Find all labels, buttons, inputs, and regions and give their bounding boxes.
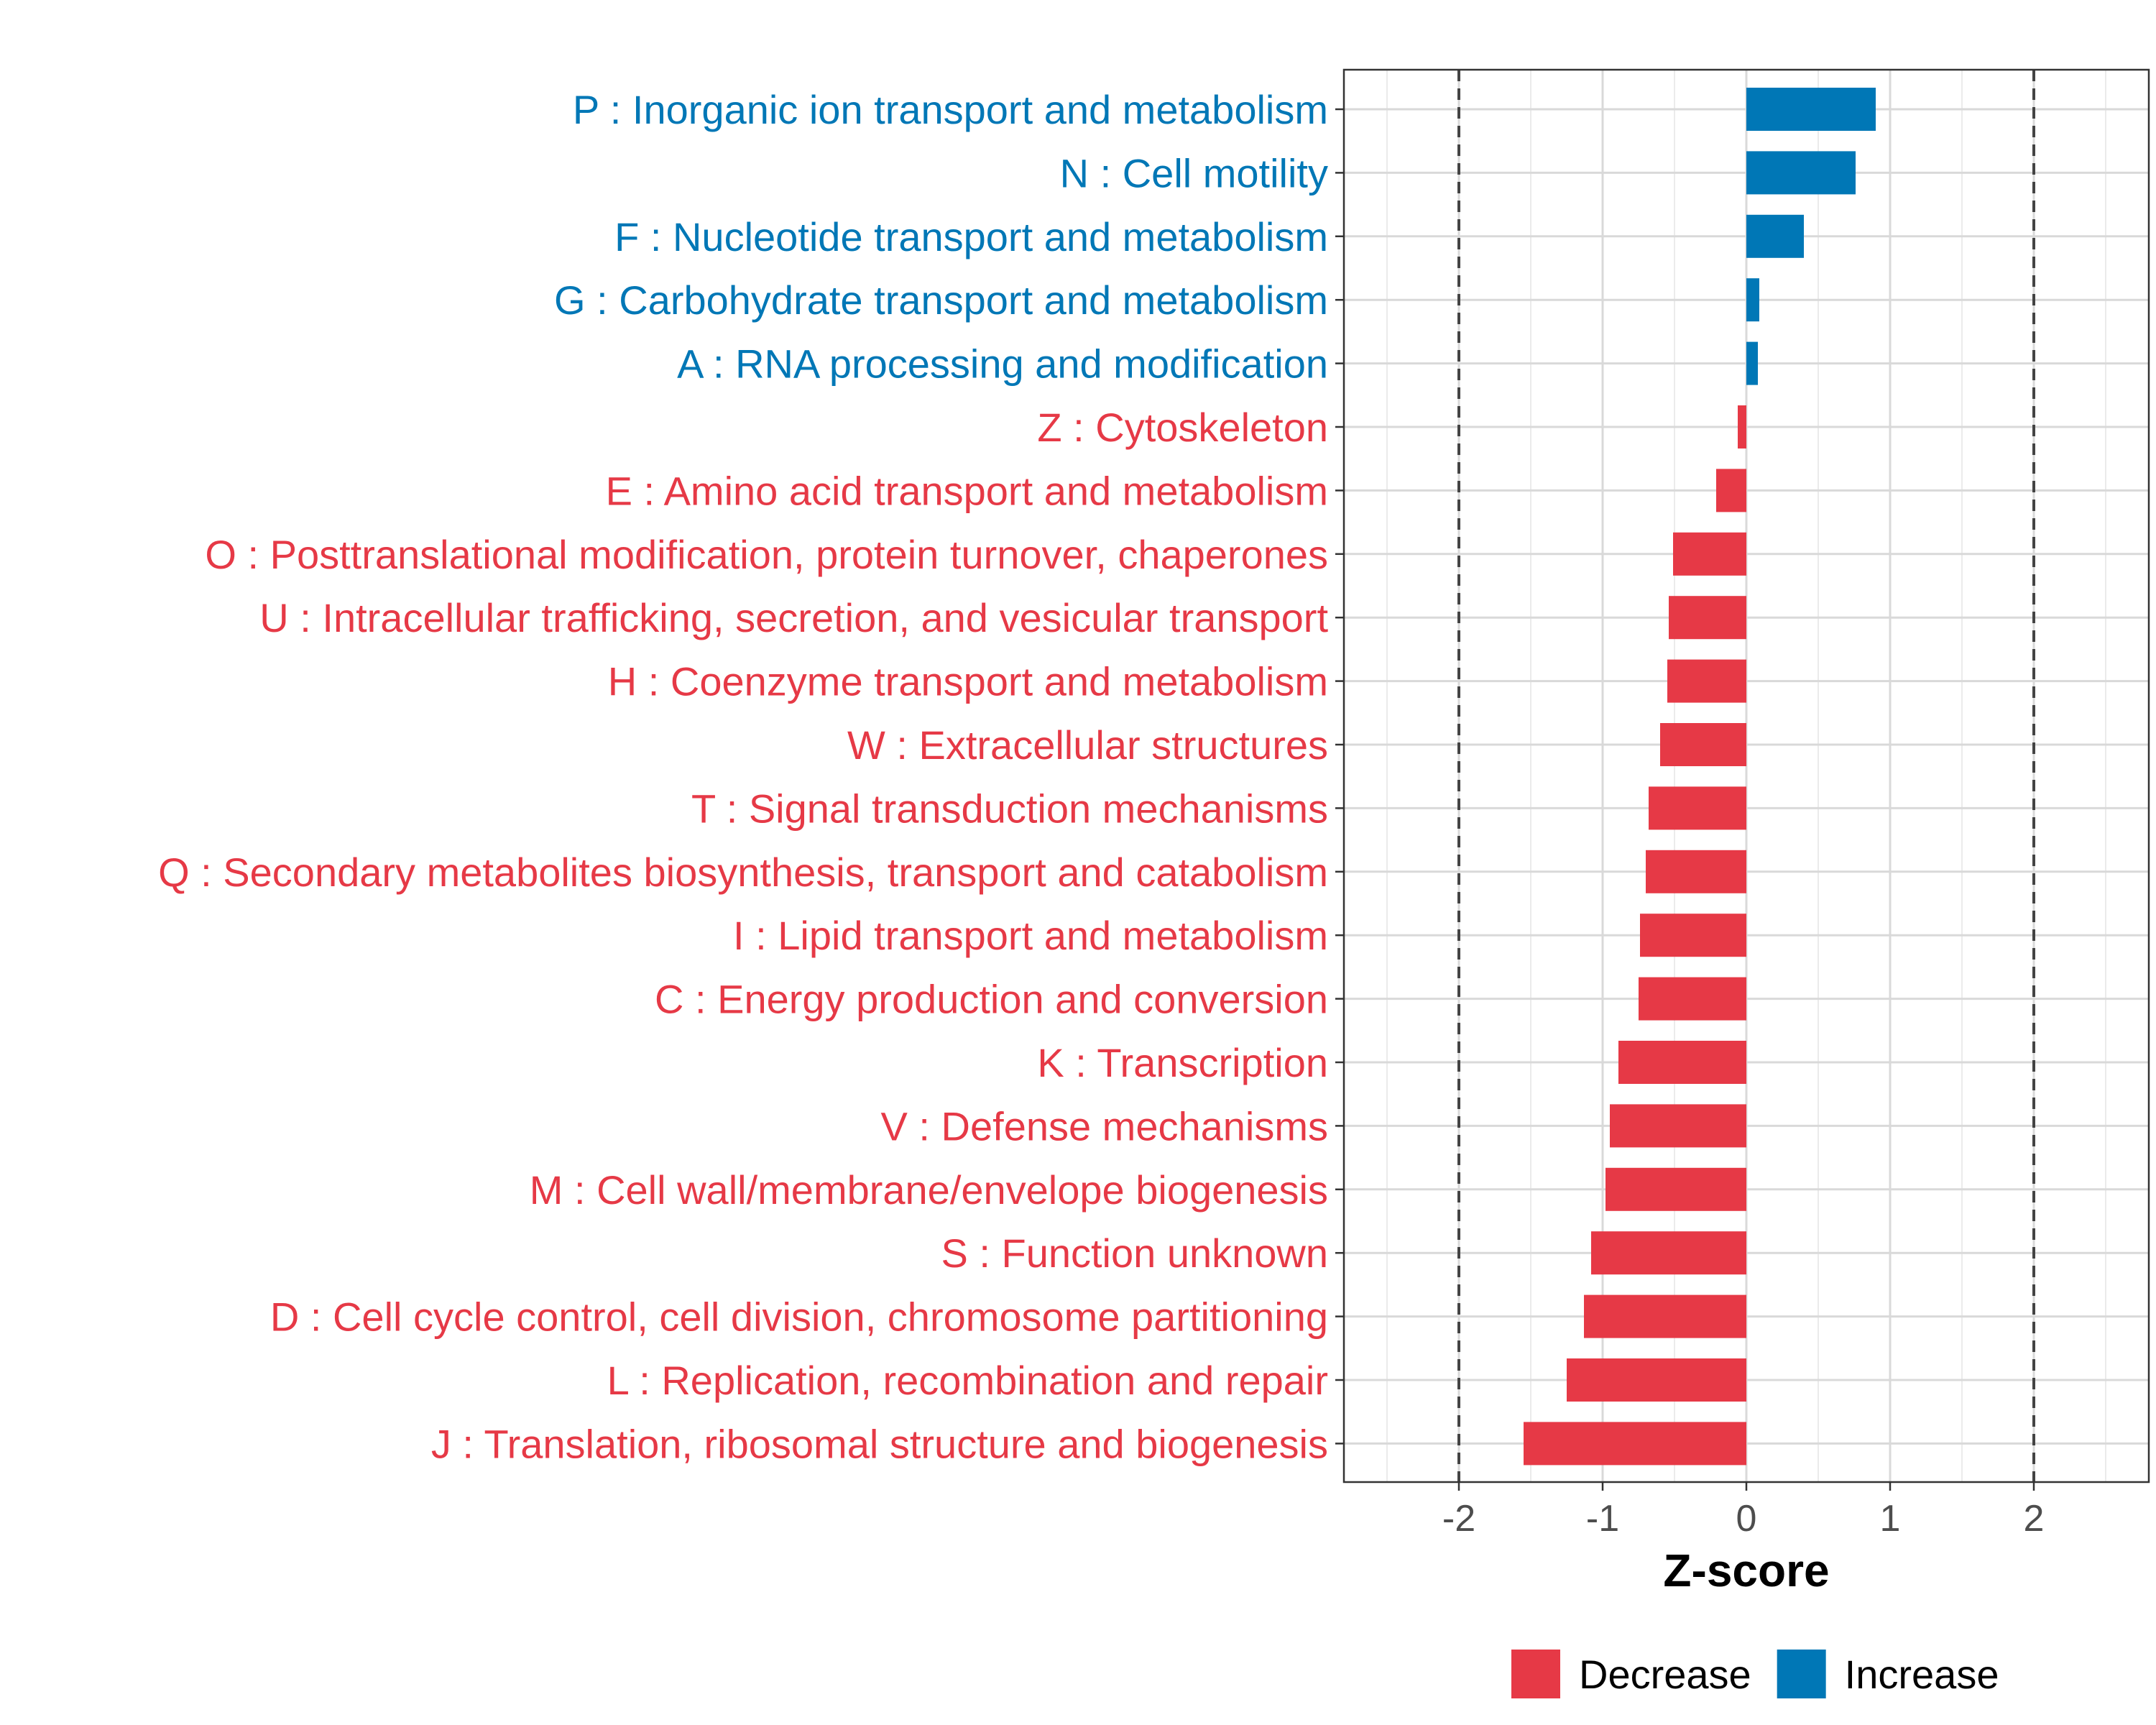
category-label: K : Transcription xyxy=(1037,1040,1328,1085)
legend-label-decrease: Decrease xyxy=(1579,1652,1751,1697)
category-label: Q : Secondary metabolites biosynthesis, … xyxy=(158,850,1328,895)
bar xyxy=(1660,723,1746,766)
category-label: F : Nucleotide transport and metabolism xyxy=(614,214,1328,259)
bar xyxy=(1667,659,1746,703)
bar xyxy=(1567,1358,1746,1402)
category-label: H : Coenzyme transport and metabolism xyxy=(608,659,1328,704)
category-label: T : Signal transduction mechanisms xyxy=(691,786,1328,831)
bar xyxy=(1584,1294,1746,1338)
legend: Decrease Increase xyxy=(1511,1650,1999,1698)
category-label: V : Defense mechanisms xyxy=(881,1103,1328,1149)
category-label: E : Amino acid transport and metabolism xyxy=(606,468,1328,513)
category-label: J : Translation, ribosomal structure and… xyxy=(431,1421,1328,1466)
x-tick-label: 0 xyxy=(1736,1498,1757,1540)
bar xyxy=(1646,850,1746,893)
bar xyxy=(1746,88,1876,131)
bar xyxy=(1639,977,1746,1021)
category-label: L : Replication, recombination and repai… xyxy=(607,1358,1328,1403)
bar xyxy=(1618,1041,1746,1084)
bar xyxy=(1738,405,1746,448)
bar xyxy=(1640,914,1746,957)
bar xyxy=(1606,1167,1746,1211)
x-tick-label: 2 xyxy=(2024,1498,2045,1540)
x-axis-title: Z-score xyxy=(1663,1545,1829,1596)
reference-lines xyxy=(1457,70,2035,1482)
bar xyxy=(1746,278,1759,322)
bars xyxy=(1524,88,1876,1466)
bar xyxy=(1610,1104,1746,1148)
legend-swatch-increase xyxy=(1777,1650,1826,1698)
x-tick-label: -2 xyxy=(1442,1498,1475,1540)
category-label: I : Lipid transport and metabolism xyxy=(733,913,1328,958)
category-label: M : Cell wall/membrane/envelope biogenes… xyxy=(530,1167,1328,1213)
category-label: C : Energy production and conversion xyxy=(655,977,1328,1022)
bar xyxy=(1591,1231,1746,1275)
legend-label-increase: Increase xyxy=(1845,1652,1999,1697)
category-label: S : Function unknown xyxy=(941,1230,1328,1276)
category-label: O : Posttranslational modification, prot… xyxy=(205,532,1328,577)
bar xyxy=(1673,532,1746,576)
category-labels: P : Inorganic ion transport and metaboli… xyxy=(158,87,1344,1466)
bar xyxy=(1716,469,1746,512)
x-tick-label: 1 xyxy=(1880,1498,1901,1540)
bar xyxy=(1649,786,1746,830)
bar xyxy=(1746,214,1804,258)
legend-swatch-decrease xyxy=(1511,1650,1560,1698)
bar xyxy=(1746,151,1856,195)
category-label: P : Inorganic ion transport and metaboli… xyxy=(573,87,1328,132)
category-label: G : Carbohydrate transport and metabolis… xyxy=(554,277,1328,323)
category-label: U : Intracellular trafficking, secretion… xyxy=(259,595,1328,640)
category-label: W : Extracellular structures xyxy=(847,722,1328,768)
x-axis-ticks: -2 -1 0 1 2 xyxy=(1442,1482,2045,1540)
category-label: Z : Cytoskeleton xyxy=(1037,405,1328,450)
category-label: D : Cell cycle control, cell division, c… xyxy=(270,1294,1328,1340)
bar xyxy=(1524,1422,1746,1466)
category-label: N : Cell motility xyxy=(1060,150,1328,196)
bar xyxy=(1746,341,1758,385)
category-label: A : RNA processing and modification xyxy=(677,341,1328,387)
bar xyxy=(1669,596,1746,640)
x-tick-label: -1 xyxy=(1586,1498,1619,1540)
